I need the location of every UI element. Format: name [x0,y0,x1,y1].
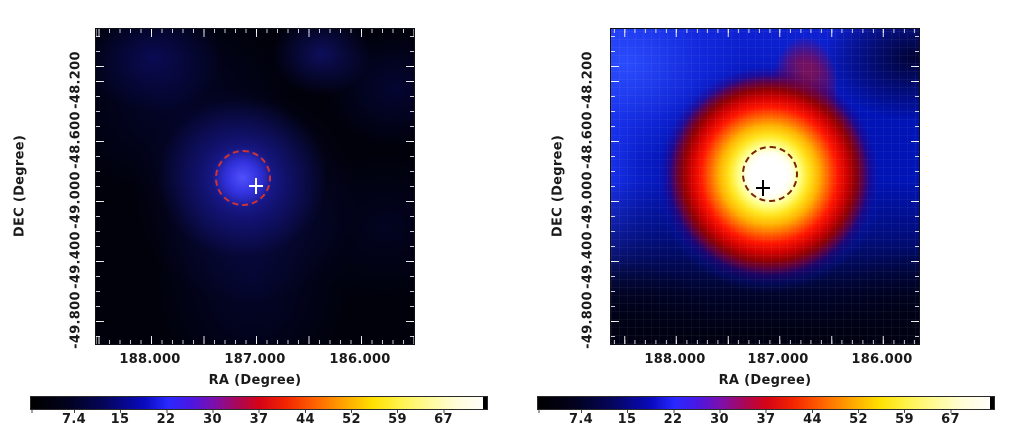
left-colorbar-label: 15 [110,412,130,427]
left-dec-tick-label: -48.200 [68,51,84,109]
right-colorbar-label: 15 [617,412,637,427]
left-sky-map [95,28,415,345]
right-dec-axis-title: DEC (Degree) [550,134,566,238]
colorbar-end-cap [483,397,487,409]
axis-ticks-bottom-minor [96,340,414,344]
left-colorbar-label: 37 [249,412,269,427]
right-colorbar-label: 59 [895,412,914,427]
source-region-circle [215,150,271,206]
right-dec-tick-label: -49.800 [580,291,596,349]
right-colorbar-label: 44 [803,412,822,427]
left-ra-tick-label: 187.000 [224,352,286,367]
axis-ticks-right-major [406,29,414,344]
axis-ticks-left-major [96,29,104,344]
source-region-circle [742,146,798,202]
left-colorbar-label: 7.4 [62,412,86,427]
left-colorbar [30,396,488,410]
right-ra-tick-label: 186.000 [851,352,913,367]
axis-ticks-left-minor [96,29,100,344]
left-ra-tick-label: 186.000 [329,352,391,367]
axis-ticks-top-minor [96,29,414,33]
right-dec-tick-label: -48.600 [580,111,596,169]
left-colorbar-label: 30 [203,412,222,427]
left-dec-tick-label: -49.800 [68,291,84,349]
right-colorbar-label: 67 [941,412,960,427]
left-ra-axis-title: RA (Degree) [208,373,302,388]
right-colorbar-label: 22 [663,412,683,427]
right-colorbar-label: 7.4 [569,412,593,427]
left-colorbar-label: 44 [296,412,315,427]
axis-ticks-top-major [96,29,414,37]
axis-ticks-right-minor [410,29,414,344]
axis-ticks-bottom-major [96,336,414,344]
right-colorbar-label: 37 [756,412,776,427]
colorbar-end-cap [990,397,994,409]
right-ra-tick-label: 187.000 [747,352,809,367]
right-dec-tick-label: -48.200 [580,51,596,109]
right-sky-map [610,28,920,345]
left-dec-tick-label: -49.400 [68,231,84,289]
right-colorbar-label: 30 [710,412,729,427]
left-colorbar-ticks [30,410,488,413]
left-colorbar-label: 67 [434,412,453,427]
right-dec-tick-label: -49.400 [580,231,596,289]
left-dec-tick-label: -49.000 [68,171,84,229]
left-ra-tick-label: 188.000 [119,352,181,367]
right-dec-tick-label: -49.000 [580,171,596,229]
right-colorbar-label: 52 [849,412,868,427]
left-colorbar-label: 52 [342,412,361,427]
left-colorbar-label: 59 [388,412,407,427]
left-dec-axis-title: DEC (Degree) [12,134,28,238]
left-dec-tick-label: -48.600 [68,111,84,169]
left-colorbar-label: 22 [156,412,176,427]
right-ra-axis-title: RA (Degree) [718,373,812,388]
right-ra-tick-label: 188.000 [644,352,706,367]
right-colorbar [537,396,995,410]
right-colorbar-ticks [537,410,995,413]
